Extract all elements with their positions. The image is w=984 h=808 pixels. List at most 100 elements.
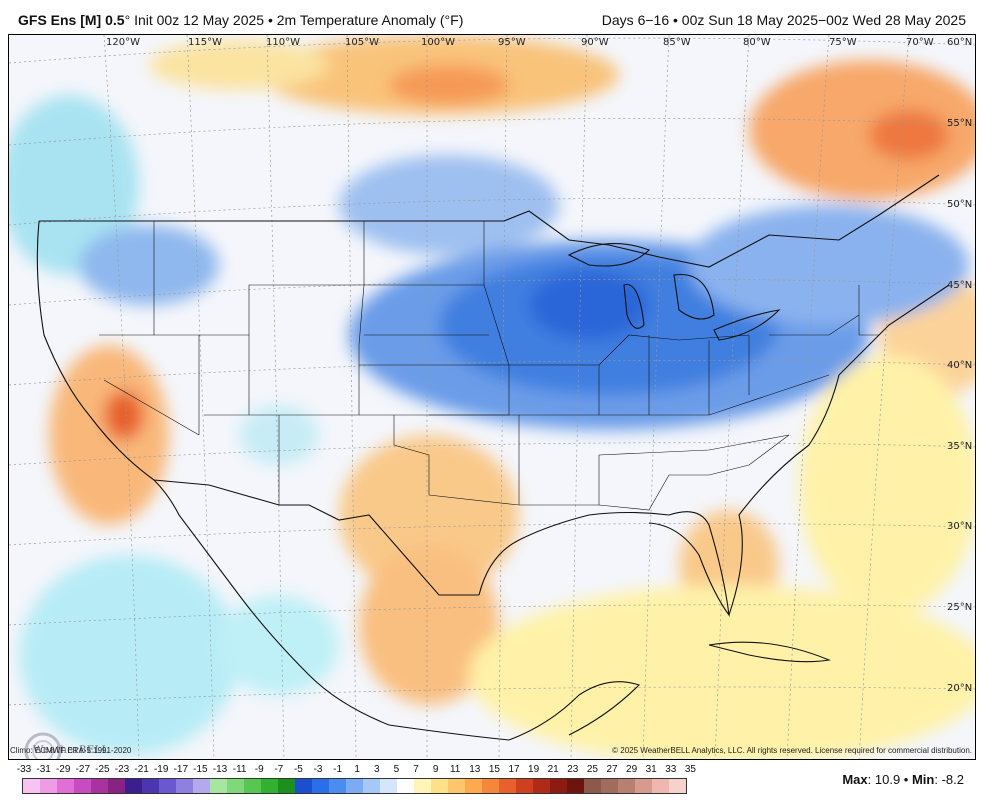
lat-label: 55°N [947, 118, 972, 129]
colorbar-label: 1 [354, 764, 360, 775]
colorbar-swatch [516, 779, 533, 793]
colorbar-label: -3 [313, 764, 323, 775]
colorbar-swatch [295, 779, 312, 793]
lat-label: 60°N [947, 37, 972, 48]
lon-label: 110°W [266, 37, 300, 48]
colorbar-swatch [159, 779, 176, 793]
colorbar-label: 5 [393, 764, 400, 775]
colorbar-label: -29 [55, 764, 71, 775]
map-label-layer: 120°W 115°W 110°W 105°W 100°W 95°W 90°W 85°W 80°… [106, 37, 972, 694]
colorbar-swatch [227, 779, 244, 793]
state-lines [99, 221, 879, 511]
gulf-coast [478, 511, 730, 617]
lat-label: 20°N [947, 683, 972, 694]
colorbar-label: 23 [567, 764, 579, 775]
political-borders [36, 174, 950, 741]
lat-label: 45°N [947, 280, 972, 291]
colorbar-label: -15 [193, 764, 208, 775]
lon-label: 105°W [345, 37, 379, 48]
colorbar-swatch [261, 779, 278, 793]
colorbar-label: 13 [469, 764, 481, 775]
west-coast [36, 220, 390, 726]
colorbar-swatch [176, 779, 193, 793]
colorbar-label: -19 [153, 764, 169, 775]
anomaly-shading [9, 35, 975, 759]
max-min-stats: Max: 10.9 • Min: -8.2 [842, 772, 964, 787]
logo-text: WeatherBELL [33, 745, 109, 756]
colorbar-swatch [431, 779, 448, 793]
warm-california [49, 345, 169, 525]
colorbar-label: -13 [212, 764, 228, 775]
colorbar-swatch [652, 779, 669, 793]
colorbar-swatch [91, 779, 108, 793]
colorbar-swatch [397, 779, 414, 793]
colorbar-label: 35 [684, 764, 696, 775]
colorbar-swatch [567, 779, 584, 793]
colorbar-label: -23 [114, 764, 130, 775]
colorbar-label: -25 [95, 764, 110, 775]
chart-title: GFS Ens [M] 0.5° Init 00z 12 May 2025 • … [18, 12, 464, 28]
colorbar-swatch [669, 779, 686, 793]
colorbar-swatch [74, 779, 91, 793]
colorbar-labels: -33 -31 -29 -27 -25 -23 -21 -19 -17 -15 -13 -11 -9 -7… [16, 764, 740, 778]
colorbar-label: 9 [432, 764, 439, 775]
colorbar-label: -21 [134, 764, 149, 775]
colorbar-swatch [584, 779, 601, 793]
min-value: -8.2 [941, 772, 964, 787]
lon-label: 70°W [906, 37, 934, 48]
colorbar-swatch [380, 779, 397, 793]
colorbar-label: -7 [274, 764, 284, 775]
colorbar-label: -31 [36, 764, 51, 775]
colorbar-label: 25 [586, 764, 598, 775]
colorbar-swatch [57, 779, 74, 793]
model-name: GFS Ens [M] 0.5 [18, 12, 125, 28]
cuba [708, 641, 831, 663]
colorbar-swatch [125, 779, 142, 793]
colorbar-label: 17 [508, 764, 520, 775]
colorbar-label: -5 [293, 764, 303, 775]
lon-label: 80°W [743, 37, 771, 48]
colorbar-label: -17 [173, 764, 189, 775]
colorbar-swatch [244, 779, 261, 793]
valid-period: Days 6−16 • 00z Sun 18 May 2025−00z Wed … [601, 12, 966, 28]
lake-erie [713, 309, 781, 341]
max-label: Max [842, 772, 868, 787]
colorbar-swatch [635, 779, 652, 793]
us-mexico-border [153, 479, 479, 596]
lat-label: 50°N [947, 199, 972, 210]
colorbar-swatch [465, 779, 482, 793]
lon-label: 75°W [829, 37, 857, 48]
colorbar-label: -27 [75, 764, 91, 775]
logo-swirl-icon [24, 732, 62, 759]
copyright-note: © 2025 WeatherBELL Analytics, LLC. All r… [612, 746, 972, 755]
cool-pacific-nw [79, 225, 219, 305]
colorbar-swatches [22, 778, 687, 794]
colorbar-swatch [142, 779, 159, 793]
colorbar-label: -33 [16, 764, 32, 775]
colorbar-label: 11 [449, 764, 461, 775]
us-canada-border [39, 174, 940, 268]
anomaly-map: 120°W 115°W 110°W 105°W 100°W 95°W 90°W 85°W 80°… [8, 34, 976, 760]
graticule [9, 35, 975, 759]
lake-huron [673, 273, 715, 320]
colorbar-swatch [601, 779, 618, 793]
lat-label: 40°N [947, 360, 972, 371]
colorbar-swatch [482, 779, 499, 793]
lon-label: 120°W [106, 37, 140, 48]
lake-superior [567, 243, 650, 267]
colorbar-label: 27 [606, 764, 618, 775]
lat-label: 30°N [947, 521, 972, 532]
colorbar-swatch [193, 779, 210, 793]
min-label: Min [911, 772, 935, 787]
lon-label: 100°W [421, 37, 455, 48]
colorbar-swatch [210, 779, 227, 793]
weatherbell-logo: WeatherBELL [23, 729, 113, 759]
lon-label: 95°W [498, 37, 526, 48]
header: GFS Ens [M] 0.5° Init 00z 12 May 2025 • … [0, 0, 984, 34]
lon-label: 115°W [188, 37, 222, 48]
lon-label: 85°W [663, 37, 691, 48]
colorbar-swatch [312, 779, 329, 793]
max-value: 10.9 [874, 772, 901, 787]
colorbar-swatch [23, 779, 40, 793]
colorbar-swatch [550, 779, 567, 793]
